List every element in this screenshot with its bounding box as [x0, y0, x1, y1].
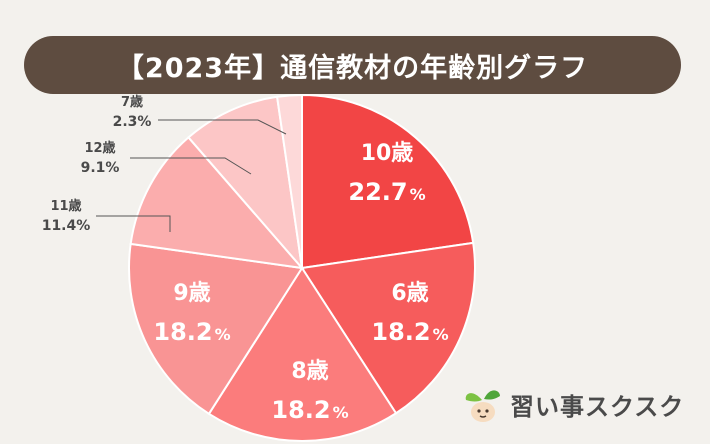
leader-line-age-12 [130, 157, 252, 175]
pie-slice-age-9 [128, 242, 304, 416]
leader-line-age-11 [96, 215, 171, 232]
slice-label-age-9: 9歳 [173, 281, 210, 306]
pie-slice-age-10 [301, 93, 475, 270]
chart-title: 【2023年】通信教材の年齢別グラフ [24, 36, 681, 94]
brand-name: 習い事スクスク [510, 392, 685, 421]
outer-label-age-11: 11歳 [50, 198, 81, 214]
brand-logo: 習い事スクスク [462, 384, 684, 424]
pie-slice-age-8 [207, 266, 398, 442]
outer-value-age-7: 2.3% [113, 114, 152, 130]
slice-value-age-10: 22.7% [348, 178, 425, 206]
pie-slice-age-7 [275, 93, 303, 269]
sprout-face-icon [465, 390, 500, 422]
pie-slice-age-6 [300, 241, 476, 415]
slice-value-age-9: 18.2% [153, 318, 230, 346]
outer-value-age-11: 11.4% [42, 218, 91, 234]
pie-slice-age-11 [129, 136, 305, 270]
outer-label-age-12: 12歳 [84, 140, 115, 156]
slice-label-age-8: 8歳 [291, 359, 328, 384]
pie-slice-age-12 [187, 95, 304, 272]
outer-label-age-7: 7歳 [121, 94, 143, 110]
outer-value-age-12: 9.1% [81, 160, 120, 176]
slice-value-age-6: 18.2% [371, 318, 448, 346]
leader-line-age-7 [158, 119, 287, 135]
slice-value-age-8: 18.2% [271, 396, 348, 424]
slice-label-age-10: 10歳 [361, 141, 414, 166]
slice-label-age-6: 6歳 [391, 281, 428, 306]
